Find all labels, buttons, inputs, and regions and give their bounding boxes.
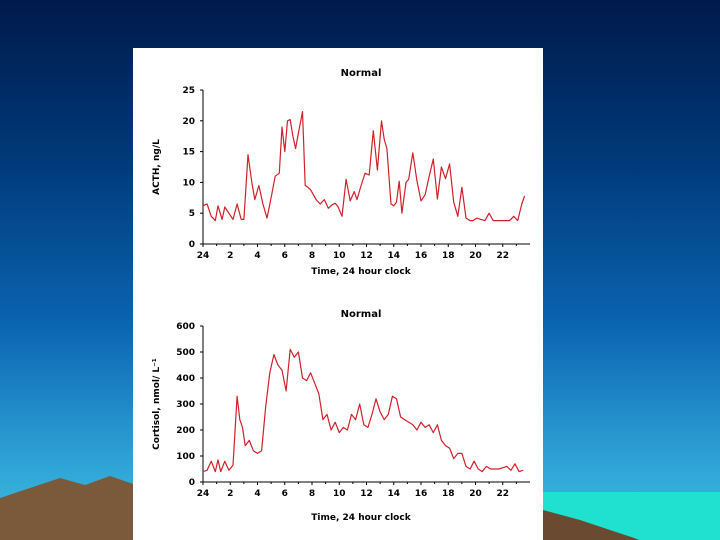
x-ticks: 24 2 4 6 8 10 12 14 16 18 20 22 [197,244,517,261]
x-tick-label: 8 [309,251,315,261]
x-tick-label: 2 [227,251,233,261]
x-tick-label: 4 [254,489,260,499]
y-tick-label: 5 [189,209,195,219]
y-tick-label: 0 [189,478,195,488]
x-tick-label: 20 [469,251,482,261]
x-tick-label: 10 [333,251,346,261]
x-tick-label: 20 [469,489,482,499]
x-tick-label: 8 [309,489,315,499]
mountain-range-right [543,510,640,540]
x-ticks: 24 2 4 6 8 10 12 14 16 18 20 22 [197,482,517,499]
x-tick-label: 22 [496,251,509,261]
y-ticks: 0 5 10 15 20 25 [182,86,203,250]
y-ticks: 0 100 200 300 400 500 600 [176,322,203,488]
x-tick-label: 24 [197,489,210,499]
x-tick-label: 16 [415,251,428,261]
y-tick-label: 25 [182,86,195,96]
y-tick-label: 300 [176,400,195,410]
x-tick-label: 16 [415,489,428,499]
y-tick-label: 10 [182,178,195,188]
x-tick-label: 14 [387,489,400,499]
x-tick-label: 14 [387,251,400,261]
x-tick-label: 18 [442,251,455,261]
chart-title: Normal [341,68,382,79]
y-tick-label: 600 [176,322,195,332]
y-tick-label: 500 [176,348,195,358]
y-axis-label: ACTH, ng/L [152,139,162,195]
y-tick-label: 400 [176,374,195,384]
chart-title: Normal [341,309,382,320]
y-axis-label: Cortisol, nmol/ L⁻¹ [152,358,162,450]
x-tick-label: 12 [360,251,373,261]
x-tick-label: 18 [442,489,455,499]
x-axis-label: Time, 24 hour clock [311,513,411,523]
x-tick-label: 6 [282,489,288,499]
x-tick-label: 2 [227,489,233,499]
y-tick-label: 100 [176,452,195,462]
mountain-range [0,476,133,540]
y-tick-label: 0 [189,240,195,250]
x-tick-label: 10 [333,489,346,499]
x-tick-label: 12 [360,489,373,499]
acth-series-line [202,111,526,222]
y-tick-label: 20 [182,117,195,127]
x-tick-label: 6 [282,251,288,261]
y-tick-label: 200 [176,426,195,436]
y-tick-label: 15 [182,148,195,158]
x-axis-label: Time, 24 hour clock [311,267,411,277]
x-tick-label: 22 [496,489,509,499]
x-tick-label: 4 [254,251,260,261]
cortisol-series-line [202,348,524,473]
figure-panel: Normal 0 5 10 15 20 25 24 2 4 6 8 10 12 14 16 18 20 22 T… [133,48,543,540]
x-tick-label: 24 [197,251,210,261]
